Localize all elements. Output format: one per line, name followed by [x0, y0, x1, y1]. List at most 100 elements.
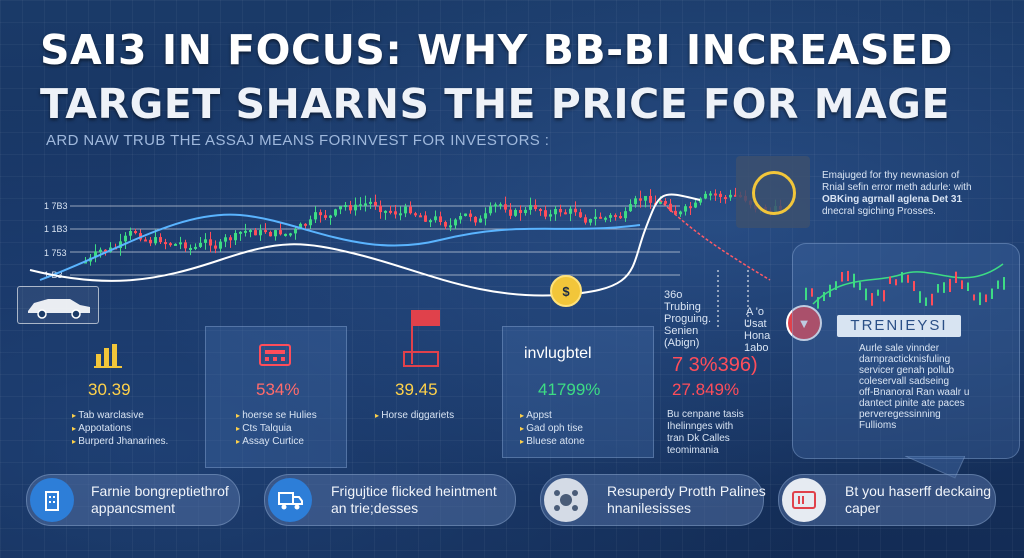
- candle-body: [224, 237, 227, 242]
- pill-text-line: Resuperdy Protth Palines: [607, 483, 766, 499]
- panel-line: dantect pinite ate paces: [859, 398, 965, 409]
- candle-body: [509, 209, 512, 216]
- candle-body: [559, 208, 562, 213]
- pill-text-line: an trie;desses: [331, 500, 419, 516]
- candle-body: [629, 204, 632, 212]
- candle-body: [714, 193, 717, 196]
- page-title-line-1: SAI3 IN FOCUS: WHY BB-BI INCREASED: [40, 26, 953, 74]
- candle-body: [699, 198, 702, 203]
- mini-candle: [901, 272, 903, 283]
- stat-bullets: hoerse se Hulies Cts Talquia Assay Curti…: [236, 409, 316, 448]
- candle-body: [404, 206, 407, 214]
- candle-body: [94, 251, 97, 258]
- alert-pin-icon[interactable]: ▼: [786, 305, 822, 341]
- candle-body: [614, 215, 617, 218]
- candle-body: [129, 231, 132, 236]
- target-icon-tile: [736, 156, 810, 228]
- bullet-item: Horse diggariets: [375, 409, 454, 422]
- candle-body: [179, 242, 182, 245]
- stat-value: 534%: [256, 380, 300, 399]
- mini-candle: [883, 290, 885, 302]
- mini-candle: [841, 272, 843, 282]
- callout-line-text: Trubing: [664, 301, 701, 313]
- panel-tail: [905, 456, 965, 479]
- bullet-item: Tab warclasive: [72, 409, 168, 422]
- calculator-icon: [258, 343, 292, 369]
- mini-candle: [907, 274, 909, 283]
- page-title-line-2: TARGET SHARNS THE PRICE FOR MAGE: [40, 80, 950, 128]
- note-line: Rnial sefin error meth adurle: with: [822, 182, 972, 193]
- candle-body: [219, 241, 222, 249]
- stat-note: Bu cenpane tasis Ihelinnges with tran Dk…: [667, 409, 744, 457]
- note-line: Emajuged for thy newnasion of: [822, 170, 960, 181]
- candle-body: [529, 205, 532, 210]
- candle-body: [204, 239, 207, 243]
- y-tick-label: 1 753: [44, 248, 67, 258]
- mini-candle: [973, 294, 975, 301]
- candle-body: [339, 206, 342, 210]
- candle-body: [684, 206, 687, 212]
- pill-text-line: Farnie bongreptiethrof: [91, 483, 229, 499]
- car-card: [17, 286, 99, 324]
- candle-body: [674, 210, 677, 215]
- mini-candle: [895, 279, 897, 286]
- candle-body: [419, 215, 422, 218]
- candle-body: [274, 230, 277, 237]
- panel-title: TRENIEYSI: [850, 317, 948, 334]
- candle-body: [229, 237, 232, 241]
- candle-body: [394, 211, 397, 215]
- candle-body: [624, 211, 627, 219]
- candle-body: [104, 249, 107, 252]
- callout-line-text: Usat: [744, 318, 767, 330]
- mini-candle: [985, 294, 987, 303]
- candle-body: [679, 211, 682, 215]
- y-tick-label: 1 7B3: [44, 201, 68, 211]
- note-line: dnecral sgiching Prosses.: [822, 206, 936, 217]
- candle-body: [579, 212, 582, 218]
- candle-body: [314, 212, 317, 220]
- mini-candle: [979, 292, 981, 306]
- feature-pill[interactable]: Resuperdy Protth Palines hnanilesisses: [540, 474, 766, 526]
- candle-body: [344, 205, 347, 208]
- candle-body: [99, 249, 102, 252]
- ticket-icon: [782, 478, 826, 522]
- candle-body: [349, 205, 352, 211]
- candle-body: [564, 212, 567, 215]
- callout-line-text: 1abo: [744, 342, 769, 354]
- chart-callout-arrow: A 'o: [746, 306, 765, 318]
- candle-body: [174, 243, 177, 246]
- pill-text-line: hnanilesisses: [607, 500, 692, 516]
- mini-candle: [961, 280, 963, 290]
- stat-value-secondary: 27.849%: [672, 380, 740, 399]
- candle-body: [189, 247, 192, 250]
- mini-candle: [937, 284, 939, 293]
- candle-body: [194, 246, 197, 249]
- candle-body: [424, 215, 427, 222]
- candle-body: [594, 216, 597, 220]
- coin-pin-icon[interactable]: $: [550, 275, 582, 307]
- mini-candle: [877, 289, 879, 296]
- candle-body: [134, 231, 137, 234]
- candle-body: [459, 215, 462, 220]
- candle-body: [319, 212, 322, 216]
- candle-body: [144, 239, 147, 242]
- note-line: tran Dk Calles: [667, 433, 730, 444]
- y-tick-label: 1 1B3: [44, 224, 68, 234]
- mini-candle: [817, 297, 819, 309]
- feature-pill[interactable]: Frigujtice flicked heintment an trie;des…: [264, 474, 516, 526]
- mini-candle: [925, 297, 927, 306]
- red-decline-line: [659, 199, 771, 281]
- feature-pill[interactable]: Farnie bongreptiethrof appancsment: [26, 474, 240, 526]
- feature-pill[interactable]: Bt you haserff deckaing caper: [778, 474, 996, 526]
- mini-candle: [1003, 277, 1005, 290]
- candle-body: [84, 261, 87, 264]
- candle-body: [604, 217, 607, 220]
- candle-body: [249, 230, 252, 233]
- pill-text: Frigujtice flicked heintment an trie;des…: [331, 483, 497, 517]
- candle-body: [709, 193, 712, 196]
- bullet-item: Appst: [520, 409, 585, 422]
- candle-body: [154, 237, 157, 244]
- panel-lines: Aurle sale vinnder darnpracticknisfuling…: [859, 343, 969, 431]
- candle-body: [664, 201, 667, 204]
- right-info-panel: TRENIEYSI Aurle sale vinnder darnpractic…: [792, 243, 1020, 459]
